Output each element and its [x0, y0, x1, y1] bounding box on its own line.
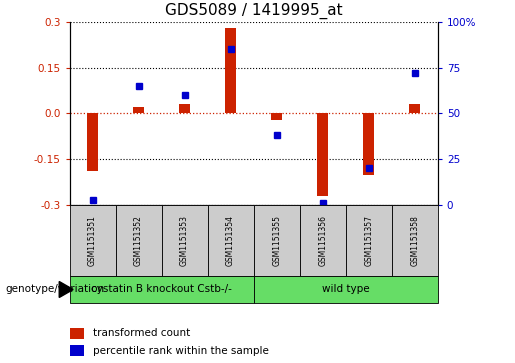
- Bar: [317, 113, 329, 196]
- Bar: [409, 104, 420, 113]
- Bar: [271, 113, 282, 119]
- Bar: [70, 205, 115, 276]
- Bar: [346, 205, 392, 276]
- Bar: [253, 205, 300, 276]
- Text: GSM1151355: GSM1151355: [272, 215, 281, 266]
- Bar: [208, 205, 253, 276]
- Bar: [253, 276, 438, 303]
- Title: GDS5089 / 1419995_at: GDS5089 / 1419995_at: [165, 3, 342, 19]
- Bar: [115, 205, 162, 276]
- Text: GSM1151356: GSM1151356: [318, 215, 327, 266]
- Bar: [300, 205, 346, 276]
- Bar: [133, 107, 144, 113]
- Text: wild type: wild type: [322, 285, 369, 294]
- Bar: [70, 276, 253, 303]
- Text: GSM1151351: GSM1151351: [88, 215, 97, 266]
- Bar: [225, 28, 236, 113]
- Bar: [392, 205, 438, 276]
- Bar: [363, 113, 374, 175]
- Text: transformed count: transformed count: [93, 328, 191, 338]
- Text: cystatin B knockout Cstb-/-: cystatin B knockout Cstb-/-: [91, 285, 232, 294]
- Text: GSM1151358: GSM1151358: [410, 215, 419, 266]
- Text: percentile rank within the sample: percentile rank within the sample: [93, 346, 269, 356]
- Text: GSM1151352: GSM1151352: [134, 215, 143, 266]
- Bar: [70, 345, 84, 356]
- Text: GSM1151353: GSM1151353: [180, 215, 189, 266]
- Bar: [179, 104, 191, 113]
- Bar: [87, 113, 98, 171]
- Text: genotype/variation: genotype/variation: [5, 285, 104, 294]
- Text: GSM1151357: GSM1151357: [364, 215, 373, 266]
- Text: GSM1151354: GSM1151354: [226, 215, 235, 266]
- Bar: [162, 205, 208, 276]
- Bar: [70, 328, 84, 339]
